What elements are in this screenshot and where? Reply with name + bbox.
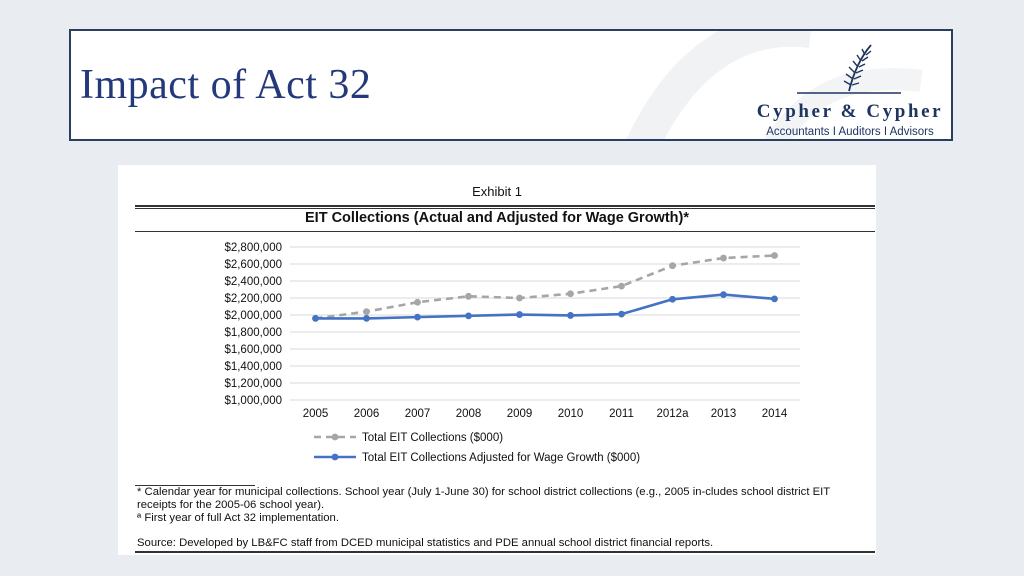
chart-title: EIT Collections (Actual and Adjusted for… bbox=[305, 210, 689, 226]
exhibit-image: Exhibit 1 EIT Collections (Actual and Ad… bbox=[118, 165, 876, 555]
y-tick-label: $2,000,000 bbox=[224, 310, 282, 322]
data-point-total bbox=[516, 294, 523, 302]
y-tick-label: $2,200,000 bbox=[224, 293, 282, 305]
data-point-total bbox=[669, 262, 676, 270]
logo-name: Cypher & Cypher bbox=[756, 101, 944, 122]
y-tick-label: $2,400,000 bbox=[224, 276, 282, 288]
x-tick-label: 2013 bbox=[711, 408, 737, 420]
x-tick-label: 2014 bbox=[762, 408, 788, 420]
series-line-total bbox=[315, 254, 775, 320]
data-point-adjusted bbox=[618, 310, 625, 318]
logo-tagline: Accountants I Auditors I Advisors bbox=[766, 126, 934, 138]
bottom-rule bbox=[135, 551, 875, 553]
data-point-adjusted bbox=[312, 315, 319, 322]
series-line-adjusted bbox=[315, 293, 775, 320]
data-point-total bbox=[618, 282, 625, 290]
data-point-adjusted bbox=[669, 295, 676, 303]
top-rule-thin bbox=[135, 208, 875, 209]
footnotes: * Calendar year for municipal collection… bbox=[137, 486, 857, 526]
x-tick-label: 2007 bbox=[405, 408, 431, 420]
exhibit-label: Exhibit 1 bbox=[472, 184, 522, 199]
x-tick-label: 2011 bbox=[609, 408, 634, 420]
company-logo: Cypher & Cypher Accountants I Auditors I… bbox=[747, 41, 951, 138]
data-point-adjusted bbox=[414, 313, 421, 321]
y-tick-label: $2,800,000 bbox=[224, 242, 282, 254]
footnote-act-32: ª First year of full Act 32 implementati… bbox=[137, 512, 339, 525]
legend-label-total: Total EIT Collections ($000) bbox=[362, 432, 503, 444]
y-tick-label: $1,600,000 bbox=[224, 344, 282, 356]
legend-label-adjusted: Total EIT Collections Adjusted for Wage … bbox=[362, 452, 640, 464]
footnote-calendar-year: * Calendar year for municipal collection… bbox=[137, 486, 830, 512]
y-tick-label: $2,600,000 bbox=[224, 259, 282, 271]
y-tick-label: $1,200,000 bbox=[224, 378, 282, 390]
x-tick-label: 2010 bbox=[558, 408, 584, 420]
data-point-adjusted bbox=[516, 311, 523, 318]
top-rule-thick bbox=[135, 205, 875, 207]
line-chart: $1,000,000 $1,200,000 $1,400,000 $1,600,000… bbox=[224, 242, 800, 464]
x-tick-label: 2005 bbox=[303, 408, 329, 420]
data-point-adjusted bbox=[363, 315, 370, 322]
title-rule bbox=[135, 231, 875, 232]
x-tick-label: 2012a bbox=[657, 408, 690, 420]
legend-marker-total bbox=[331, 433, 339, 441]
data-point-total bbox=[363, 308, 370, 315]
data-point-adjusted bbox=[771, 295, 778, 303]
data-point-total bbox=[465, 292, 472, 300]
data-point-total bbox=[567, 290, 574, 298]
x-tick-label: 2008 bbox=[456, 408, 482, 420]
data-point-total bbox=[771, 252, 778, 259]
footnote-rule bbox=[135, 485, 255, 486]
y-tick-label: $1,000,000 bbox=[224, 395, 282, 407]
data-point-total bbox=[720, 254, 727, 262]
source-note: Source: Developed by LB&FC staff from DC… bbox=[137, 537, 714, 549]
slide-header: Impact of Act 32 Cypher & Cypher Account… bbox=[69, 29, 953, 141]
x-tick-label: 2009 bbox=[507, 408, 533, 420]
data-point-adjusted bbox=[567, 312, 574, 319]
legend-marker-adjusted bbox=[331, 453, 339, 461]
slide-title: Impact of Act 32 bbox=[80, 62, 372, 108]
data-point-adjusted bbox=[465, 312, 472, 320]
watermark-graphic bbox=[626, 31, 923, 139]
x-tick-label: 2006 bbox=[354, 408, 380, 420]
data-point-adjusted bbox=[720, 291, 727, 298]
data-point-total bbox=[414, 298, 421, 306]
y-tick-label: $1,800,000 bbox=[224, 327, 282, 339]
y-tick-label: $1,400,000 bbox=[224, 361, 282, 373]
quill-logo-icon bbox=[797, 44, 901, 94]
